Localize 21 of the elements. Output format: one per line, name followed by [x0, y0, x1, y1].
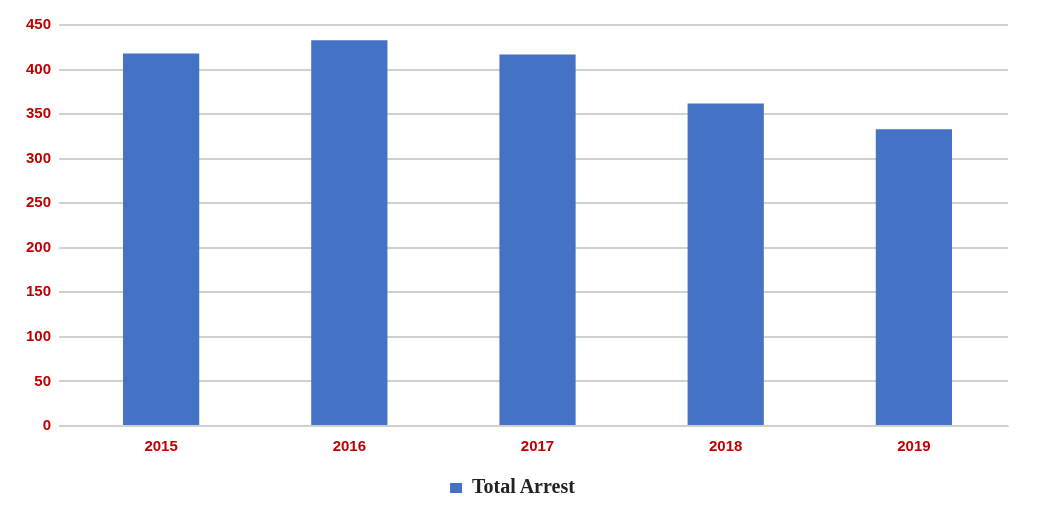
y-tick-label: 350: [26, 104, 52, 122]
bar: [499, 54, 576, 425]
bar: [687, 103, 764, 425]
x-tick-label: 2018: [709, 437, 743, 455]
y-tick-label: 50: [34, 371, 52, 389]
y-tick-label: 400: [26, 59, 52, 77]
x-tick-label: 2015: [144, 437, 178, 455]
y-tick-label: 100: [26, 327, 52, 345]
y-tick-label: 150: [26, 282, 52, 300]
x-tick-label: 2019: [897, 437, 931, 455]
y-tick-label: 0: [42, 416, 52, 434]
bar: [123, 53, 200, 425]
legend-label: Total Arrest: [472, 475, 576, 498]
y-tick-label: 300: [26, 148, 52, 166]
x-tick-label: 2017: [520, 437, 555, 455]
y-tick-label: 450: [26, 15, 52, 33]
bar: [311, 40, 388, 425]
x-tick-label: 2016: [332, 437, 367, 455]
y-tick-label: 200: [26, 237, 52, 255]
bar: [875, 129, 953, 425]
y-tick-label: 250: [26, 193, 52, 211]
